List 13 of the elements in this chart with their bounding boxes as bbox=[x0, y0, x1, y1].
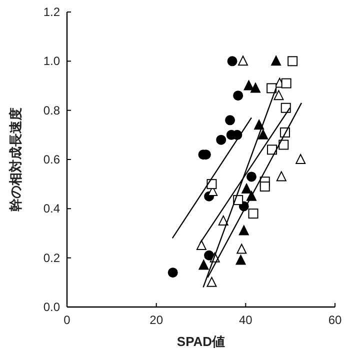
y-tick-label: 1.0 bbox=[43, 54, 60, 68]
y-tick-label: 0.8 bbox=[43, 103, 60, 118]
y-tick-label: 0.0 bbox=[43, 300, 60, 314]
x-tick-label: 60 bbox=[328, 313, 342, 327]
y-axis-title: 幹の相対成長速度 bbox=[8, 108, 23, 212]
y-tick-label: 1.2 bbox=[43, 5, 60, 19]
x-tick-label: 40 bbox=[238, 313, 253, 327]
y-tick-label: 0.6 bbox=[43, 152, 60, 166]
x-tick-label: 20 bbox=[150, 313, 164, 327]
y-tick-label: 0.4 bbox=[43, 202, 60, 216]
x-tick-label: 0 bbox=[64, 313, 71, 327]
x-axis-title: SPAD値 bbox=[176, 334, 226, 349]
y-tick-label: 0.2 bbox=[43, 250, 60, 265]
